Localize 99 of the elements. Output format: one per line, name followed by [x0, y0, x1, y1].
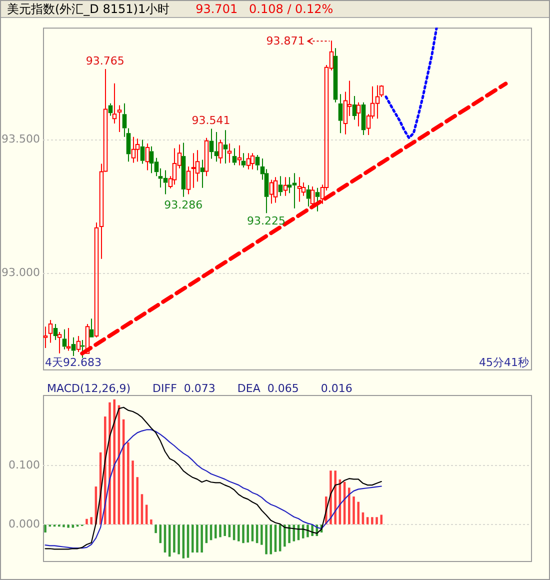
bar	[376, 517, 378, 524]
bar	[238, 524, 240, 542]
annotation: 93.765	[86, 54, 124, 68]
bar	[67, 524, 70, 528]
bar	[330, 470, 332, 524]
y-tick-label: 93.500	[2, 132, 40, 146]
annotation: 93.286	[164, 198, 203, 212]
annotation: 45分41秒	[479, 356, 529, 369]
candlestick	[246, 152, 251, 170]
candlestick	[223, 130, 228, 164]
candlestick	[278, 176, 283, 196]
bar	[132, 460, 134, 524]
bar	[380, 514, 383, 524]
candlestick	[241, 152, 246, 168]
candlestick	[48, 320, 53, 344]
candlestick	[53, 324, 58, 341]
bar	[265, 524, 268, 554]
bar	[145, 504, 148, 524]
y-tick-label: 93.000	[2, 266, 40, 280]
bar	[108, 402, 111, 524]
bar	[251, 524, 254, 542]
candlestick	[352, 95, 357, 120]
annotation: 93.225	[247, 214, 286, 228]
candlestick	[200, 159, 205, 188]
y-tick-label: 0.000	[8, 517, 40, 530]
candlestick	[269, 179, 274, 204]
bar	[90, 517, 92, 524]
bar	[186, 524, 190, 558]
bar	[44, 524, 46, 532]
candlestick	[140, 139, 145, 164]
candlestick	[43, 326, 48, 349]
chart-title: 美元指数(外汇_D 8151)1小时	[7, 2, 170, 16]
candlestick	[250, 152, 255, 170]
bar	[173, 524, 176, 552]
candlestick	[57, 332, 62, 354]
bar	[260, 524, 263, 545]
bar	[219, 524, 222, 538]
bar	[196, 524, 198, 552]
bar	[113, 399, 116, 524]
candlestick	[315, 187, 320, 212]
candlestick	[227, 142, 232, 164]
bar	[136, 477, 139, 524]
candlestick	[62, 328, 67, 350]
candlestick	[232, 148, 237, 166]
bar	[86, 518, 88, 524]
candlestick	[71, 336, 76, 357]
candlestick	[191, 152, 196, 188]
candlestick	[361, 102, 366, 136]
candlestick	[186, 166, 191, 195]
annotation: 93.871	[266, 34, 305, 48]
bar	[366, 517, 369, 524]
candlestick	[306, 184, 311, 208]
bar	[306, 524, 309, 538]
candlestick	[145, 142, 150, 171]
candlestick	[131, 136, 136, 164]
bar	[72, 524, 74, 528]
candlestick	[283, 176, 288, 196]
bar	[284, 524, 286, 547]
bar	[62, 524, 65, 528]
line-series	[384, 28, 438, 140]
bar	[191, 524, 194, 552]
candlestick	[338, 94, 343, 134]
bar	[334, 470, 336, 524]
bar	[154, 524, 157, 534]
chart-title: MACD(12,26,9)	[47, 382, 131, 395]
bar	[224, 524, 226, 536]
bar	[270, 524, 272, 554]
bar	[246, 524, 249, 542]
chart-subtitle: 93.701 0.108 / 0.12%	[196, 2, 334, 16]
bar	[288, 524, 290, 544]
candlestick	[273, 176, 278, 204]
bar	[200, 524, 203, 552]
annotation: 0.016	[320, 382, 352, 395]
candlestick	[333, 48, 338, 103]
candlestick	[108, 102, 113, 116]
candlestick	[237, 144, 242, 166]
bar	[371, 517, 374, 524]
bar	[214, 524, 217, 538]
candlestick	[356, 102, 361, 127]
bar	[352, 496, 355, 524]
bar	[127, 442, 130, 524]
candlestick	[112, 82, 117, 124]
candlestick	[117, 104, 122, 133]
bar	[150, 519, 152, 524]
candlestick	[66, 328, 71, 352]
candlestick	[135, 138, 140, 162]
bar	[178, 524, 180, 554]
candlestick	[181, 142, 186, 198]
candlestick	[89, 318, 94, 338]
annotation: DIFF 0.073	[152, 382, 216, 395]
candlestick	[255, 154, 260, 171]
bar	[242, 524, 244, 544]
bar	[357, 502, 360, 524]
annotation: 93.541	[192, 114, 230, 128]
annotation: DEA 0.065	[237, 382, 299, 395]
candlestick	[297, 176, 302, 202]
bar	[348, 488, 350, 524]
y-tick-label: 0.100	[8, 458, 40, 472]
annotation: 4天92.683	[45, 356, 102, 369]
